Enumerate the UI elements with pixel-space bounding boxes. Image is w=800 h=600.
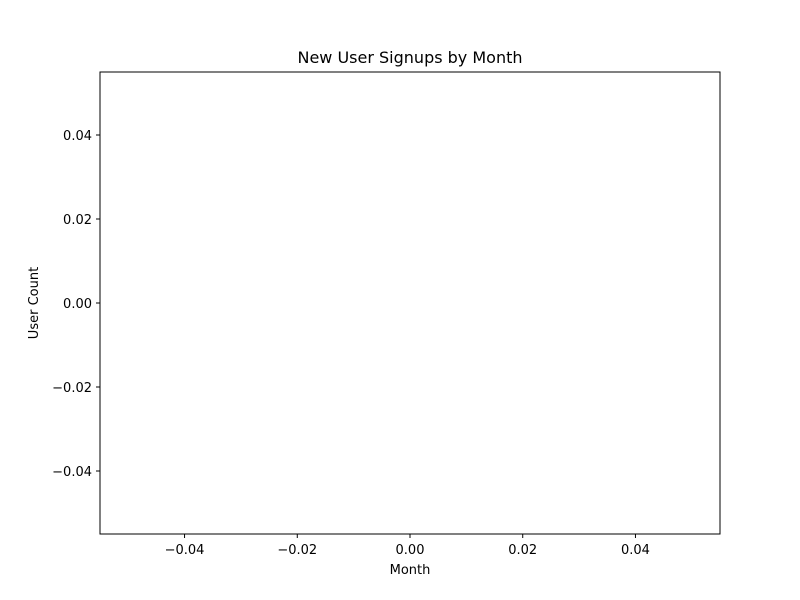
- y-tick-label: 0.04: [63, 129, 92, 144]
- x-axis-label: Month: [390, 563, 431, 578]
- x-tick-label: −0.04: [165, 543, 205, 558]
- y-tick-label: −0.02: [52, 381, 92, 396]
- y-axis-label: User Count: [27, 267, 42, 339]
- y-tick-label: −0.04: [52, 465, 92, 480]
- plot-area: [99, 71, 721, 535]
- x-tick-label: −0.02: [277, 543, 317, 558]
- x-tick-label: 0.02: [508, 543, 537, 558]
- chart-title: New User Signups by Month: [297, 48, 522, 67]
- y-tick-label: 0.02: [63, 213, 92, 228]
- x-axis: −0.04 −0.02 0.00 0.02 0.04: [165, 534, 650, 558]
- x-tick-label: 0.00: [396, 543, 425, 558]
- x-tick-label: 0.04: [621, 543, 650, 558]
- y-tick-label: 0.00: [63, 297, 92, 312]
- y-axis: −0.04 −0.02 0.00 0.02 0.04: [52, 129, 100, 480]
